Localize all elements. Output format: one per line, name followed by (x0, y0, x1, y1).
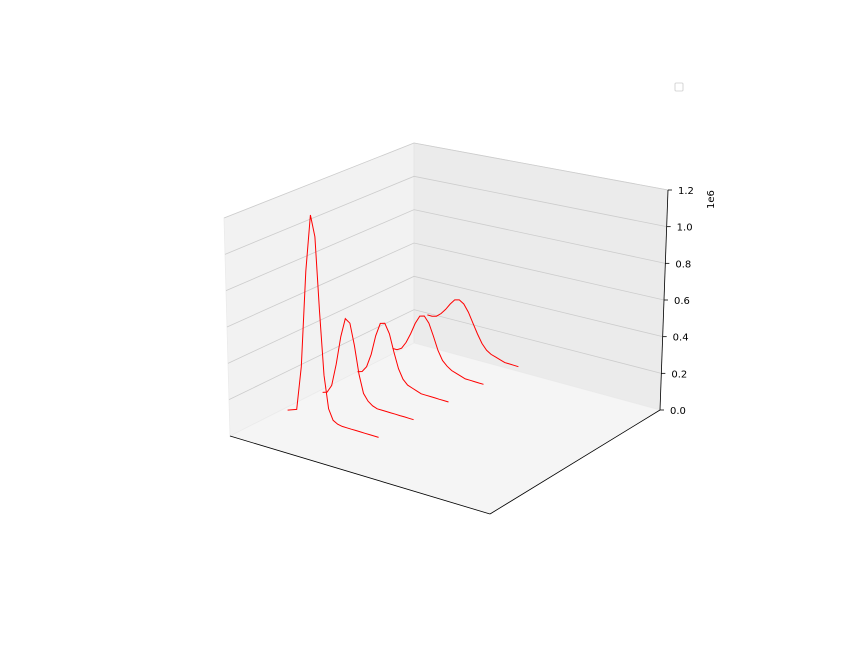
z-offset-text: 1e6 (706, 190, 717, 209)
grid-line (228, 309, 662, 401)
grid-line (227, 275, 663, 364)
series-group (287, 214, 519, 438)
series-line-5 (427, 299, 519, 368)
x-axis-line (229, 435, 491, 515)
legend (674, 82, 684, 92)
grid-lines (223, 142, 669, 401)
grid-line (226, 242, 665, 328)
z-ticks: 0.0 0.2 0.4 0.6 0.8 1.0 1.2 (660, 186, 694, 417)
z-tick-label: 0.8 (675, 259, 691, 270)
series-line-4 (392, 315, 484, 385)
y-axis-line (489, 409, 661, 515)
series-line-3 (357, 322, 449, 403)
z-tick-label: 0.6 (674, 296, 690, 307)
series-line-2 (322, 317, 414, 421)
series-line-1 (287, 214, 379, 438)
z-tick-label: 0.2 (671, 369, 687, 380)
grid-line (224, 175, 667, 255)
z-tick-label: 0.4 (673, 333, 689, 344)
z-tick-label: 0.0 (670, 406, 686, 417)
z-tick-label: 1.0 (677, 223, 693, 234)
grid-line (223, 142, 669, 219)
z-tick-label: 1.2 (678, 186, 694, 197)
grid-line (225, 209, 666, 292)
